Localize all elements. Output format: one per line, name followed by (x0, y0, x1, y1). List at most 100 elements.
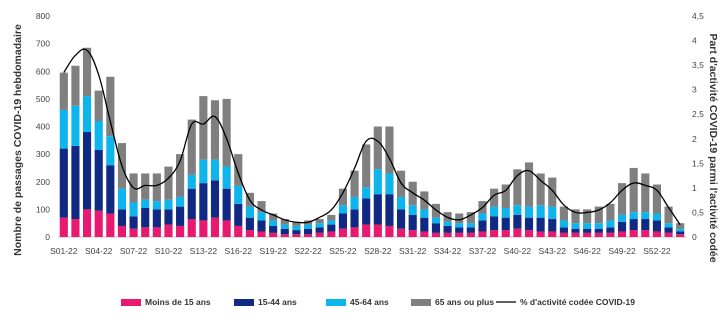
bar-segment (408, 214, 417, 231)
bar-segment (431, 223, 441, 233)
bar-segment (176, 206, 185, 226)
bar-segment (152, 173, 161, 202)
bar-segment (71, 65, 80, 106)
y2-tick-label: 3 (692, 85, 697, 95)
bar-segment (59, 148, 68, 218)
bar-segment (327, 214, 336, 221)
legend: Moins de 15 ans 15-44 ans 45-64 ans 65 ans … (121, 297, 635, 307)
bar-segment (524, 206, 534, 218)
bar-segment (385, 173, 394, 195)
bar-segment (152, 201, 161, 210)
bar-segment (408, 230, 417, 237)
bar-segment (338, 205, 347, 214)
bar-segment (362, 144, 371, 188)
bar-segment (164, 224, 173, 237)
bar-segment (222, 166, 231, 189)
y-tick-label: 700 (36, 39, 50, 49)
bar-segment (71, 145, 80, 220)
bar-segment (606, 227, 615, 233)
bar-segment (478, 220, 487, 232)
x-tick-label: S34-22 (434, 246, 462, 256)
bar-segment (652, 231, 661, 237)
bar-segment (234, 185, 243, 204)
bar-segment (617, 231, 627, 237)
bar-segment (59, 72, 68, 110)
bar-segment (141, 227, 150, 237)
bar-segment (176, 225, 185, 237)
bar-segment (362, 198, 371, 225)
bar-segment (199, 183, 208, 221)
x-tick-label: S01-22 (50, 246, 78, 256)
bar-segment (466, 227, 475, 233)
bar-segment (83, 209, 92, 238)
bar-segment (303, 228, 313, 235)
bar-segment (350, 196, 359, 210)
bar-segment (431, 232, 441, 237)
bar-segment (338, 188, 347, 206)
bar-segment (245, 206, 254, 218)
y-tick-label: 600 (36, 66, 50, 76)
bar-segment (385, 194, 394, 226)
bar-segment (397, 228, 406, 237)
legend-item: 45-64 ans (326, 297, 389, 307)
bar-segment (571, 223, 580, 229)
bar-segment (629, 219, 638, 231)
bar-segment (617, 183, 627, 215)
bar-segment (524, 217, 534, 231)
bar-segment (152, 227, 161, 237)
y2-tick-label: 1,5 (692, 158, 704, 168)
x-tick-label: S19-22 (259, 246, 287, 256)
bar-segment (548, 177, 557, 207)
y2-tick-label: 4 (692, 36, 697, 46)
bar-segment (466, 232, 475, 237)
bar-segment (559, 232, 568, 237)
bar-segment (466, 212, 475, 224)
bar-segment (490, 230, 499, 237)
y-tick-label: 400 (36, 122, 50, 132)
bar-segment (676, 228, 685, 232)
bar-segment (292, 234, 301, 237)
bar-segment (117, 209, 127, 226)
bar-segment (269, 232, 278, 237)
bar-segment (210, 159, 220, 181)
x-tick-label: S10-22 (155, 246, 183, 256)
bar-segment (141, 173, 150, 200)
bar-segment (106, 136, 115, 166)
y-tick-label: 0 (45, 232, 50, 242)
x-tick-label: S43-22 (539, 246, 567, 256)
legend-swatch (411, 299, 431, 306)
bar-segment (129, 216, 138, 229)
legend-item: 65 ans ou plus (411, 297, 494, 307)
bar-segment (664, 232, 673, 237)
bar-segment (536, 173, 545, 206)
bar-segment (257, 220, 266, 232)
bar-segment (583, 228, 592, 233)
bar-segment (594, 206, 603, 224)
bar-segment (199, 159, 208, 184)
line-layer (63, 48, 681, 226)
bar-segment (338, 213, 347, 229)
bar-segment (350, 209, 359, 228)
bar-segment (571, 232, 580, 237)
x-tick-label: S37-22 (469, 246, 497, 256)
x-tick-label: S07-22 (120, 246, 148, 256)
bar-segment (245, 230, 254, 237)
bar-segment (117, 225, 127, 237)
bar-segment (420, 217, 429, 232)
bar-segment (117, 188, 127, 210)
bar-segment (617, 214, 627, 222)
bar-segment (583, 209, 592, 224)
bar-segment (652, 220, 661, 232)
bar-segment (548, 231, 557, 237)
bar-segment (606, 232, 615, 237)
bar-segment (676, 223, 685, 229)
bar-segment (234, 225, 243, 237)
bar-segment (129, 228, 138, 237)
bar-segment (629, 167, 638, 213)
bar-segment (513, 205, 522, 215)
bar-segment (466, 223, 475, 228)
bar-segment (373, 194, 382, 225)
bar-segment (385, 225, 394, 237)
y2-tick-label: 0,5 (692, 207, 704, 217)
x-tick-label: S46-22 (573, 246, 601, 256)
